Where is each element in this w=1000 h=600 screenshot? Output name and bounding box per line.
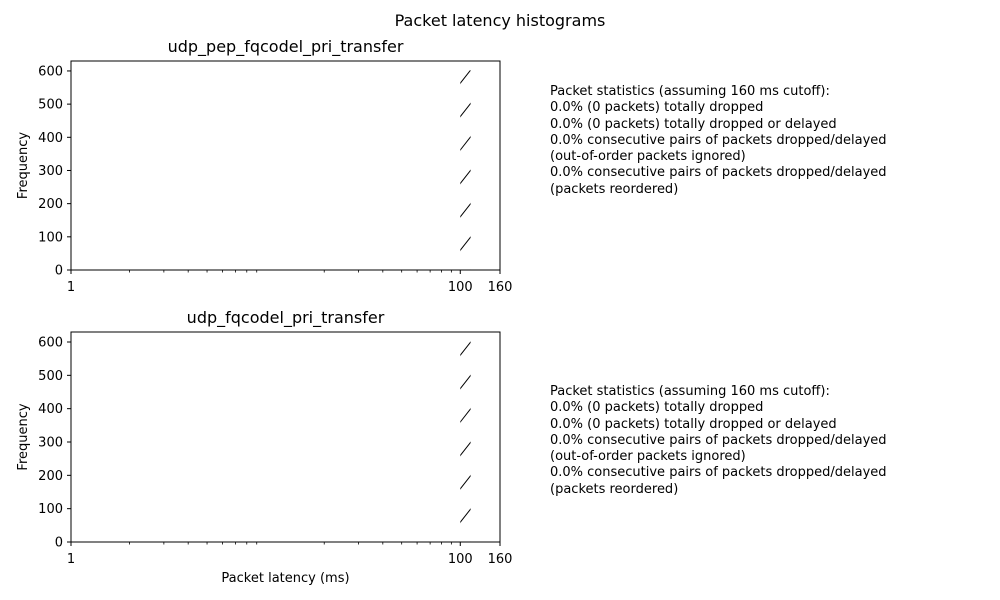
stats-line: 0.0% (0 packets) totally dropped or dela… bbox=[550, 116, 837, 132]
y-tick-label: 100 bbox=[38, 230, 63, 245]
x-tick-label: 1 bbox=[67, 552, 75, 567]
stats-box-fqcodel: Packet statistics (assuming 160 ms cutof… bbox=[550, 384, 887, 498]
axes-frame bbox=[70, 60, 501, 271]
stats-line: (out-of-order packets ignored) bbox=[550, 449, 746, 465]
y-tick-label: 200 bbox=[38, 197, 63, 212]
bar-hatch bbox=[460, 341, 471, 542]
y-tick-label: 400 bbox=[38, 402, 63, 417]
stats-line: 0.0% consecutive pairs of packets droppe… bbox=[550, 132, 887, 148]
stats-line: (packets reordered) bbox=[550, 481, 679, 497]
axes-frame bbox=[70, 331, 501, 543]
stats-heading: Packet statistics (assuming 160 ms cutof… bbox=[550, 384, 830, 399]
stats-line: 0.0% consecutive pairs of packets droppe… bbox=[550, 465, 887, 481]
stats-line: 0.0% consecutive pairs of packets droppe… bbox=[550, 432, 887, 448]
y-axis-label: Frequency bbox=[16, 132, 31, 199]
histogram-bar bbox=[460, 70, 471, 270]
y-tick-label: 200 bbox=[38, 469, 63, 484]
y-tick-label: 300 bbox=[38, 436, 63, 451]
bars-group bbox=[460, 70, 471, 270]
y-tick-label: 600 bbox=[38, 64, 63, 79]
stats-line: 0.0% (0 packets) totally dropped bbox=[550, 100, 764, 116]
stats-heading: Packet statistics (assuming 160 ms cutof… bbox=[550, 84, 830, 99]
panel-title: udp_pep_fqcodel_pri_transfer bbox=[168, 37, 404, 57]
bar-hatch bbox=[460, 70, 471, 270]
x-tick-label: 160 bbox=[488, 280, 513, 295]
stats-box-pep: Packet statistics (assuming 160 ms cutof… bbox=[550, 84, 887, 198]
y-tick-label: 100 bbox=[38, 502, 63, 517]
y-tick-label: 0 bbox=[55, 264, 63, 279]
y-tick-label: 0 bbox=[55, 536, 63, 551]
histogram-panel-pep: 0 100 200 300 400 500 600 1 100 160 udp_pep_fqcode… bbox=[16, 37, 513, 295]
x-tick-label: 100 bbox=[448, 280, 473, 295]
bars-group bbox=[460, 341, 471, 542]
y-tick-label: 500 bbox=[38, 369, 63, 384]
stats-line: 0.0% (0 packets) totally dropped bbox=[550, 400, 764, 416]
y-tick-label: 400 bbox=[38, 131, 63, 146]
x-axis-label: Packet latency (ms) bbox=[221, 571, 349, 586]
figure-title: Packet latency histograms bbox=[395, 11, 606, 30]
stats-line: (packets reordered) bbox=[550, 181, 679, 197]
y-tick-label: 300 bbox=[38, 164, 63, 179]
stats-line: 0.0% (0 packets) totally dropped or dela… bbox=[550, 416, 837, 432]
stats-line: 0.0% consecutive pairs of packets droppe… bbox=[550, 165, 887, 181]
histogram-panel-fqcodel: 0 100 200 300 400 500 600 1 100 160 udp_fqcodel_pr… bbox=[16, 308, 513, 586]
x-tick-label: 100 bbox=[448, 552, 473, 567]
y-tick-label: 600 bbox=[38, 336, 63, 351]
stats-line: (out-of-order packets ignored) bbox=[550, 149, 746, 165]
x-tick-label: 160 bbox=[488, 552, 513, 567]
histogram-bar bbox=[460, 341, 471, 542]
y-axis-label: Frequency bbox=[16, 403, 31, 470]
panel-title: udp_fqcodel_pri_transfer bbox=[187, 308, 385, 328]
x-tick-label: 1 bbox=[67, 280, 75, 295]
y-tick-label: 500 bbox=[38, 98, 63, 113]
